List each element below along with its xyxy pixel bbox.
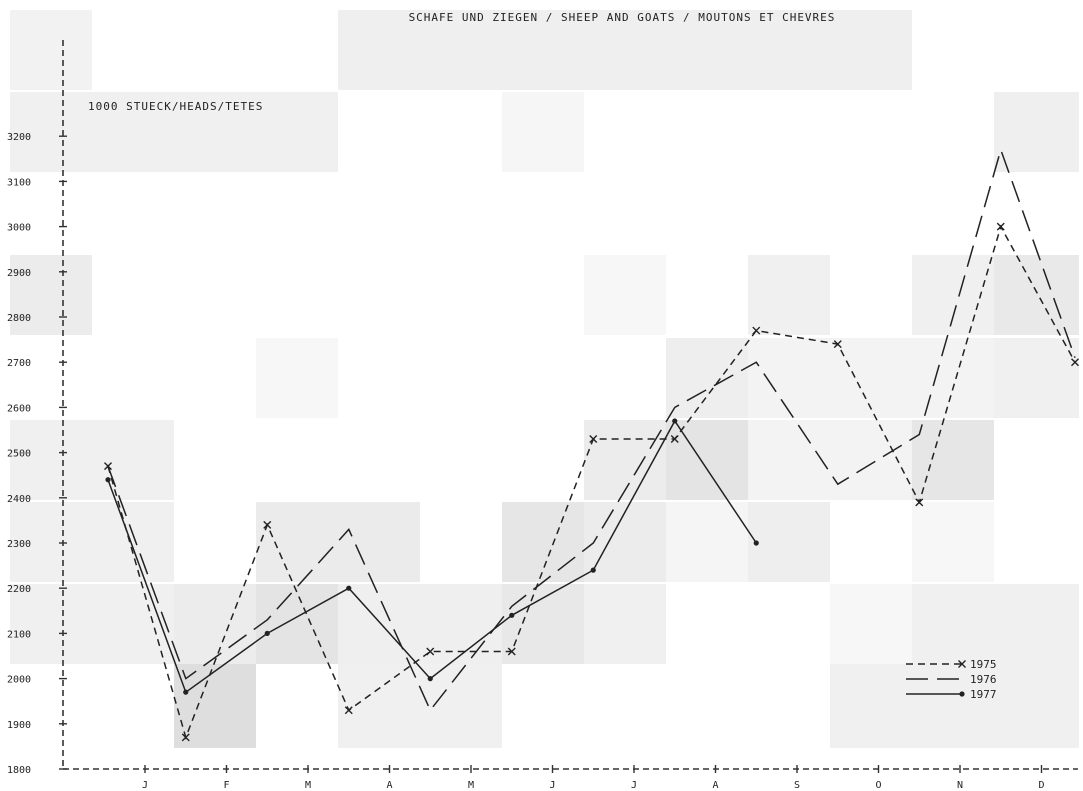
background-block — [912, 584, 1079, 664]
data-point-1977 — [754, 540, 759, 545]
background-block — [748, 255, 830, 335]
background-block — [584, 255, 666, 335]
legend-marker-1977 — [959, 691, 964, 696]
x-tick-label: J — [549, 780, 555, 791]
y-tick-label: 2000 — [7, 675, 31, 686]
data-point-1977 — [509, 613, 514, 618]
y-tick-label: 3000 — [7, 223, 31, 234]
background-block — [994, 92, 1079, 172]
background-block — [830, 584, 912, 664]
data-point-1977 — [265, 631, 270, 636]
x-tick-label: J — [631, 780, 637, 791]
y-tick-label: 1900 — [7, 720, 31, 731]
data-point-1977 — [428, 676, 433, 681]
x-tick-label: O — [875, 780, 881, 791]
background-block — [174, 664, 256, 748]
background-block — [502, 92, 584, 172]
y-tick-label: 2200 — [7, 584, 31, 595]
background-block — [666, 420, 748, 500]
background-pattern — [10, 10, 1079, 748]
y-tick-label: 2100 — [7, 629, 31, 640]
y-tick-label: 2800 — [7, 313, 31, 324]
x-tick-label: S — [794, 780, 800, 791]
y-axis-unit-label: 1000 STUECK/HEADS/TETES — [88, 100, 263, 113]
data-point-1977 — [183, 690, 188, 695]
background-block — [338, 584, 502, 664]
background-block — [10, 420, 174, 500]
background-block — [10, 502, 174, 582]
background-block — [912, 502, 994, 582]
background-block — [912, 255, 994, 335]
data-point-1977 — [105, 477, 110, 482]
legend-label-1977: 1977 — [970, 688, 997, 701]
x-tick-label: J — [142, 780, 148, 791]
background-block — [174, 584, 256, 664]
background-block — [666, 502, 748, 582]
y-tick-label: 2400 — [7, 494, 31, 505]
chart-title: SCHAFE UND ZIEGEN / SHEEP AND GOATS / MO… — [409, 11, 836, 24]
x-tick-label: A — [712, 780, 718, 791]
y-tick-label: 2900 — [7, 268, 31, 279]
data-point-1977 — [346, 586, 351, 591]
background-block — [502, 584, 584, 664]
x-tick-label: M — [468, 780, 474, 791]
background-block — [256, 338, 338, 418]
background-block — [830, 664, 1079, 748]
background-block — [584, 502, 666, 582]
legend-label-1975: 1975 — [970, 658, 997, 671]
x-tick-label: F — [223, 780, 229, 791]
x-tick-label: A — [386, 780, 392, 791]
background-block — [338, 664, 502, 748]
background-block — [994, 338, 1079, 418]
y-tick-label: 2300 — [7, 539, 31, 550]
background-block — [10, 584, 174, 664]
background-block — [256, 502, 420, 582]
background-block — [994, 255, 1079, 335]
y-tick-label: 3100 — [7, 177, 31, 188]
legend-label-1976: 1976 — [970, 673, 997, 686]
x-tick-label: N — [957, 780, 963, 791]
background-block — [256, 584, 338, 664]
y-tick-label: 2700 — [7, 358, 31, 369]
background-block — [502, 502, 584, 582]
background-block — [748, 502, 830, 582]
y-tick-label: 1800 — [7, 765, 31, 776]
y-tick-label: 2500 — [7, 449, 31, 460]
y-tick-label: 2600 — [7, 403, 31, 414]
data-point-1977 — [672, 418, 677, 423]
background-block — [748, 420, 912, 500]
x-tick-label: M — [305, 780, 311, 791]
x-tick-label: D — [1038, 780, 1044, 791]
background-block — [584, 584, 666, 664]
data-point-1977 — [591, 568, 596, 573]
background-block — [10, 10, 92, 90]
y-tick-label: 3200 — [7, 132, 31, 143]
